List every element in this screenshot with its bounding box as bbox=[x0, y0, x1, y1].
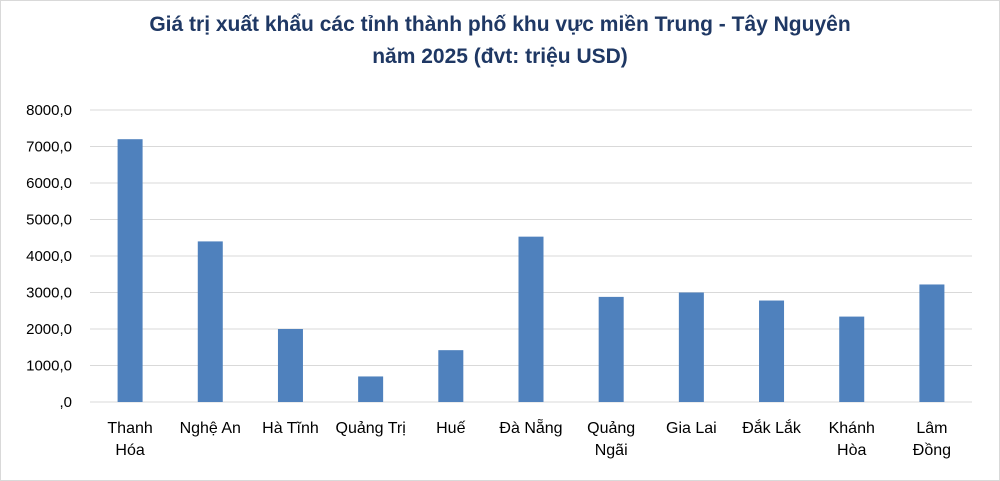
x-tick-label: Thanh Hóa bbox=[107, 420, 152, 459]
x-tick-label: Gia Lai bbox=[666, 420, 717, 437]
bar bbox=[598, 296, 624, 402]
y-tick-label: 8000,0 bbox=[26, 102, 72, 119]
bar bbox=[438, 350, 464, 402]
x-tick-label: Lâm Đồng bbox=[913, 420, 951, 459]
y-tick-label: 7000,0 bbox=[26, 139, 72, 156]
x-tick-label: Đắk Lắk bbox=[742, 418, 802, 437]
x-tick-label: Nghệ An bbox=[180, 420, 241, 437]
x-tick-label: Hà Tĩnh bbox=[262, 420, 319, 437]
y-tick-label: 6000,0 bbox=[26, 175, 72, 192]
y-tick-label: 3000,0 bbox=[26, 285, 72, 302]
bar bbox=[277, 329, 303, 402]
bar bbox=[518, 236, 544, 402]
bar bbox=[759, 300, 785, 402]
y-tick-label: 5000,0 bbox=[26, 212, 72, 229]
bar bbox=[839, 316, 865, 402]
chart-title-line1: Giá trị xuất khẩu các tỉnh thành phố khu… bbox=[149, 13, 851, 36]
bar bbox=[117, 139, 143, 402]
x-tick-label: Quảng Ngãi bbox=[587, 420, 635, 459]
y-tick-label: 4000,0 bbox=[26, 248, 72, 265]
x-tick-label: Đà Nẵng bbox=[499, 418, 562, 437]
y-tick-label: ,0 bbox=[59, 394, 72, 411]
chart-title-line2: năm 2025 (đvt: triệu USD) bbox=[372, 45, 628, 68]
y-tick-label: 2000,0 bbox=[26, 321, 72, 338]
bar bbox=[358, 376, 384, 402]
x-tick-label: Huế bbox=[436, 420, 465, 437]
bar bbox=[678, 292, 704, 402]
x-tick-label: Khánh Hòa bbox=[829, 420, 875, 459]
y-tick-label: 1000,0 bbox=[26, 358, 72, 375]
x-tick-label: Quảng Trị bbox=[336, 420, 406, 437]
bar bbox=[919, 284, 945, 402]
bar bbox=[197, 241, 223, 402]
